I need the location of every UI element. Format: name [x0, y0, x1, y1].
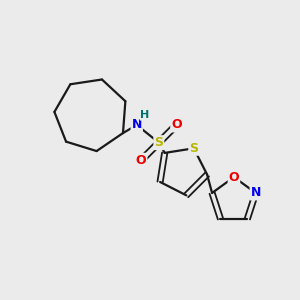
Text: O: O: [136, 154, 146, 167]
Text: N: N: [250, 187, 261, 200]
Text: S: S: [189, 142, 198, 155]
Text: H: H: [140, 110, 150, 120]
Text: O: O: [229, 171, 239, 184]
Text: N: N: [132, 118, 142, 131]
Text: O: O: [171, 118, 182, 131]
Text: S: S: [154, 136, 163, 149]
